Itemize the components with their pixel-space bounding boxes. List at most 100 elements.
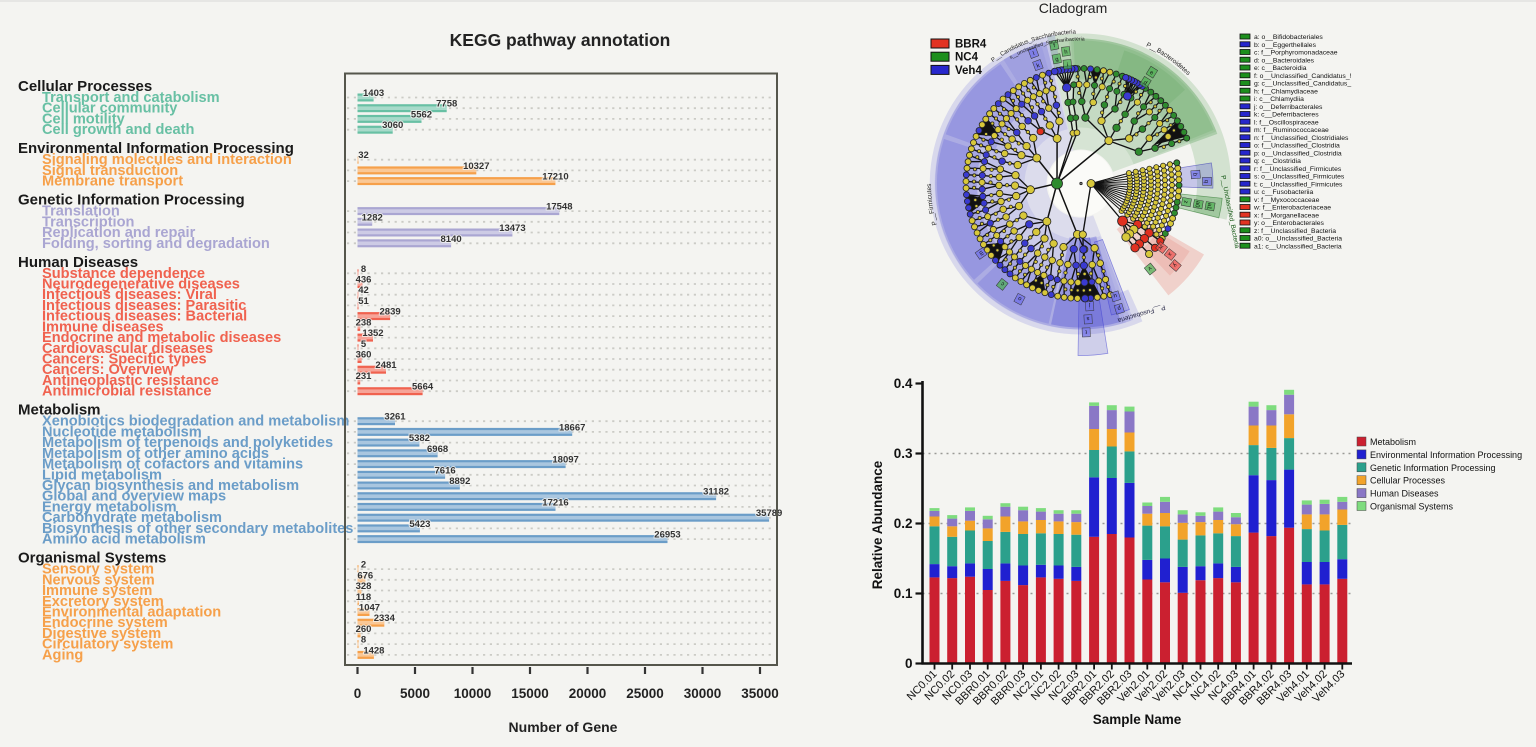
svg-text:k: k: [1036, 63, 1041, 70]
svg-text:Cell motility: Cell motility: [42, 111, 126, 127]
svg-text:Sensory system: Sensory system: [42, 562, 154, 578]
svg-text:Lipid metabolism: Lipid metabolism: [42, 467, 162, 483]
svg-text:Nervous system: Nervous system: [42, 572, 155, 588]
svg-text:5423: 5423: [409, 519, 430, 530]
svg-text:17548: 17548: [546, 202, 572, 213]
svg-text:w: f__Enterobacteriaceae: w: f__Enterobacteriaceae: [1253, 205, 1331, 212]
svg-text:b: b: [1191, 173, 1197, 177]
svg-text:5382: 5382: [409, 433, 430, 444]
svg-text:Infectious diseases: Parasitic: Infectious diseases: Parasitic: [42, 298, 246, 314]
svg-text:17216: 17216: [542, 497, 568, 508]
svg-text:s: o__Unclassified_Firmicutes: s: o__Unclassified_Firmicutes: [1254, 174, 1345, 181]
svg-text:2334: 2334: [374, 613, 396, 624]
svg-text:2: 2: [361, 560, 366, 571]
svg-text:Glycan biosynthesis and metabo: Glycan biosynthesis and metabolism: [42, 478, 299, 494]
svg-text:5: 5: [361, 339, 367, 350]
svg-text:e: e: [1148, 70, 1154, 77]
svg-text:Excretory system: Excretory system: [42, 594, 164, 610]
svg-text:0.2: 0.2: [894, 516, 913, 531]
svg-text:Endocrine system: Endocrine system: [42, 615, 168, 631]
svg-text:Signal transduction: Signal transduction: [42, 163, 178, 179]
svg-text:k: c__Deferribacteres: k: c__Deferribacteres: [1254, 112, 1319, 119]
svg-text:Signaling molecules and intera: Signaling molecules and interaction: [42, 152, 292, 168]
svg-text:Circulatory system: Circulatory system: [42, 637, 173, 653]
svg-text:18667: 18667: [559, 422, 585, 433]
svg-text:v: v: [1146, 265, 1152, 272]
svg-text:g: c__Unclassified_Candidatus_: g: c__Unclassified_Candidatus_: [1254, 81, 1351, 88]
svg-text:Cancers: Specific types: Cancers: Specific types: [42, 352, 207, 368]
svg-text:b: o__Eggerthellales: b: o__Eggerthellales: [1254, 42, 1317, 49]
svg-text:Cancers: Overview: Cancers: Overview: [42, 362, 174, 378]
svg-text:0.3: 0.3: [894, 446, 913, 461]
svg-text:6968: 6968: [427, 444, 448, 455]
svg-text:2481: 2481: [375, 360, 397, 371]
svg-text:676: 676: [357, 570, 373, 581]
svg-text:10327: 10327: [463, 161, 489, 172]
svg-text:31182: 31182: [703, 487, 729, 498]
svg-text:a1: a1: [1205, 202, 1212, 209]
svg-text:d: o__Bacteroidales: d: o__Bacteroidales: [1254, 58, 1315, 65]
svg-text:8140: 8140: [441, 234, 462, 245]
svg-text:w: w: [1157, 243, 1165, 251]
svg-text:d: d: [1142, 80, 1148, 87]
svg-text:5000: 5000: [400, 686, 430, 701]
svg-text:3060: 3060: [382, 120, 403, 131]
svg-text:Amino acid metabolism: Amino acid metabolism: [42, 532, 206, 548]
svg-text:c: f__Porphyromonadaceae: c: f__Porphyromonadaceae: [1254, 50, 1338, 57]
svg-text:5664: 5664: [412, 382, 434, 393]
svg-text:o: f__Unclassified_Clostridia: o: f__Unclassified_Clostridia: [1254, 143, 1340, 150]
svg-text:p: o__Unclassified_Clostridia: p: o__Unclassified_Clostridia: [1254, 150, 1342, 157]
svg-text:Number of Gene: Number of Gene: [509, 719, 618, 735]
svg-text:Metabolism: Metabolism: [1370, 437, 1416, 447]
svg-text:Environmental Information Proc: Environmental Information Processing: [1370, 450, 1522, 460]
svg-text:20000: 20000: [569, 686, 607, 701]
svg-text:Neurodegenerative diseases: Neurodegenerative diseases: [42, 277, 240, 293]
svg-text:m: m: [978, 249, 986, 257]
svg-text:8892: 8892: [449, 476, 470, 487]
svg-text:118: 118: [356, 592, 371, 603]
svg-text:g: g: [1055, 57, 1059, 64]
svg-text:7758: 7758: [436, 99, 457, 110]
svg-text:Translation: Translation: [42, 204, 120, 220]
svg-text:360: 360: [356, 350, 372, 361]
svg-text:1403: 1403: [363, 88, 384, 99]
svg-text:2839: 2839: [380, 307, 401, 318]
svg-text:Metabolism of terpenoids and p: Metabolism of terpenoids and polyketides: [42, 435, 333, 451]
svg-text:8: 8: [361, 635, 366, 646]
svg-text:0.4: 0.4: [894, 376, 913, 391]
svg-text:BBR4: BBR4: [955, 39, 987, 51]
svg-text:231: 231: [356, 371, 373, 382]
svg-text:Cell growth and death: Cell growth and death: [42, 122, 195, 138]
svg-text:i: i: [1067, 62, 1069, 68]
svg-text:m: f__Ruminococcaceae: m: f__Ruminococcaceae: [1254, 127, 1329, 134]
svg-text:Cellular Processes: Cellular Processes: [1370, 476, 1446, 486]
svg-text:p: p: [1117, 304, 1122, 311]
svg-text:Antineoplastic resistance: Antineoplastic resistance: [42, 373, 219, 389]
svg-text:Infectious diseases: Viral: Infectious diseases: Viral: [42, 287, 217, 303]
svg-text:Biosynthesis of other secondar: Biosynthesis of other secondary metaboli…: [42, 521, 353, 537]
svg-text:Cellular Processes: Cellular Processes: [18, 78, 152, 95]
svg-text:Transcription: Transcription: [42, 214, 135, 230]
svg-text:r: f__Unclassified_Firmicutes: r: f__Unclassified_Firmicutes: [1254, 166, 1342, 173]
svg-text:Environmental Information Proc: Environmental Information Processing: [18, 140, 294, 157]
svg-text:Infectious diseases: Bacterial: Infectious diseases: Bacterial: [42, 309, 247, 325]
svg-text:u: c__Fusobacteriia: u: c__Fusobacteriia: [1254, 189, 1314, 196]
svg-text:32: 32: [358, 150, 369, 161]
svg-text:f: o__Unclassified_Candidatus_: f: o__Unclassified_Candidatus_!: [1254, 73, 1352, 80]
svg-text:Aging: Aging: [42, 647, 83, 663]
svg-text:Human Diseases: Human Diseases: [1370, 489, 1439, 499]
svg-text:5562: 5562: [411, 109, 432, 120]
svg-text:Digestive system: Digestive system: [42, 626, 161, 642]
svg-text:a0: a0: [1194, 200, 1201, 207]
svg-text:8: 8: [361, 264, 366, 275]
svg-text:Replication and repair: Replication and repair: [42, 225, 196, 241]
svg-text:Human Diseases: Human Diseases: [18, 254, 138, 271]
svg-text:n: f__Unclassified_Clostridial: n: f__Unclassified_Clostridiales: [1254, 135, 1349, 142]
svg-text:436: 436: [356, 275, 372, 286]
svg-text:j: j: [1089, 302, 1092, 308]
svg-text:z: z: [1182, 200, 1188, 204]
svg-text:Carbohydrate metabolism: Carbohydrate metabolism: [42, 510, 222, 526]
svg-text:j: o__Deferribacterales: j: o__Deferribacterales: [1253, 104, 1323, 111]
svg-text:0: 0: [905, 656, 913, 671]
svg-text:Cellular community: Cellular community: [42, 101, 178, 117]
